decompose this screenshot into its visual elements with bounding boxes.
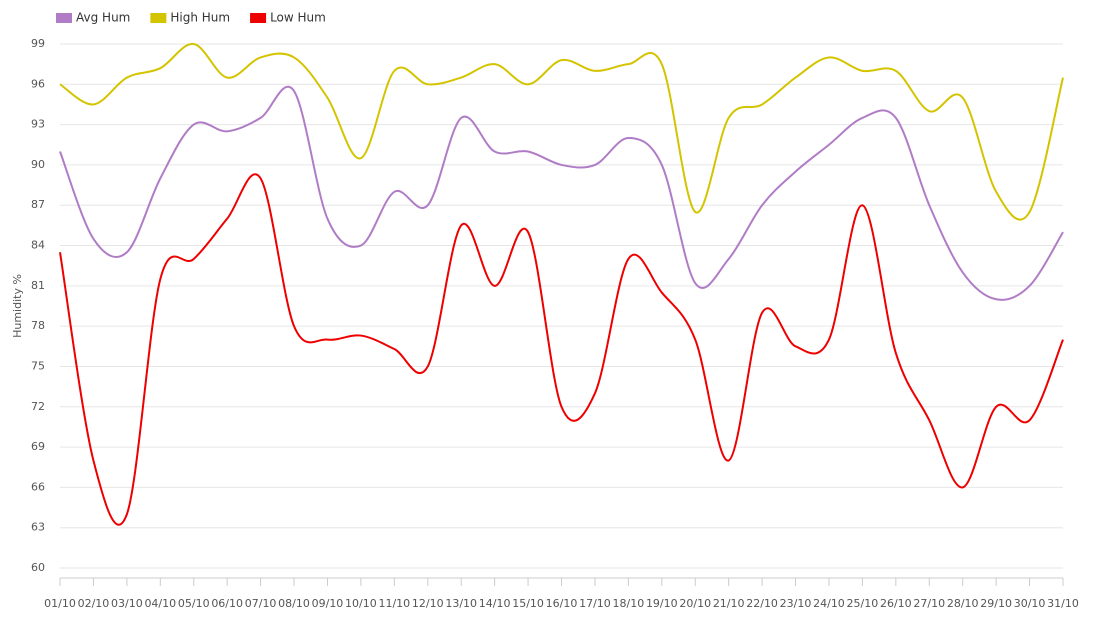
x-tick-label: 20/10: [679, 597, 711, 610]
x-tick-label: 10/10: [345, 597, 377, 610]
y-tick-label: 90: [31, 158, 45, 171]
x-tick-label: 11/10: [378, 597, 410, 610]
line-series: [59, 85, 1064, 301]
y-tick-label: 60: [31, 561, 45, 574]
x-tick-label: 30/10: [1014, 597, 1046, 610]
y-tick-label: 93: [31, 118, 45, 131]
x-tick-label: 31/10: [1047, 597, 1079, 610]
y-tick-label: 81: [31, 279, 45, 292]
y-tick-label: 96: [31, 77, 45, 90]
x-tick-label: 23/10: [780, 597, 812, 610]
x-tick-label: 07/10: [245, 597, 277, 610]
y-tick-label: 99: [31, 37, 45, 50]
x-tick-label: 28/10: [947, 597, 979, 610]
x-tick-label: 24/10: [813, 597, 845, 610]
y-tick-label: 84: [31, 239, 45, 252]
line-series: [59, 173, 1064, 526]
x-tick-label: 04/10: [144, 597, 176, 610]
x-tick-label: 12/10: [412, 597, 444, 610]
legend-swatch: [56, 13, 72, 23]
x-tick-label: 19/10: [646, 597, 678, 610]
legend-label: Low Hum: [270, 11, 326, 25]
y-axis-label: Humidity %: [11, 274, 24, 338]
y-tick-label: 87: [31, 198, 45, 211]
y-tick-label: 63: [31, 521, 45, 534]
x-tick-label: 02/10: [78, 597, 110, 610]
y-tick-label: 78: [31, 319, 45, 332]
legend-label: High Hum: [170, 11, 230, 25]
x-tick-label: 01/10: [44, 597, 76, 610]
x-tick-label: 15/10: [512, 597, 544, 610]
x-tick-label: 08/10: [278, 597, 310, 610]
x-tick-label: 16/10: [546, 597, 578, 610]
legend-swatch: [250, 13, 267, 23]
y-tick-label: 75: [31, 359, 45, 372]
x-tick-label: 06/10: [211, 597, 243, 610]
x-tick-label: 17/10: [579, 597, 611, 610]
x-tick-label: 05/10: [178, 597, 210, 610]
x-tick-label: 18/10: [613, 597, 645, 610]
x-tick-label: 09/10: [312, 597, 344, 610]
line-series: [59, 42, 1064, 221]
y-tick-label: 66: [31, 480, 45, 493]
x-tick-label: 13/10: [445, 597, 477, 610]
x-tick-label: 25/10: [847, 597, 879, 610]
x-tick-label: 14/10: [479, 597, 511, 610]
legend-label: Avg Hum: [76, 11, 130, 25]
x-tick-label: 03/10: [111, 597, 143, 610]
y-tick-label: 72: [31, 400, 45, 413]
legend-swatch: [150, 13, 167, 23]
x-tick-label: 27/10: [913, 597, 945, 610]
x-tick-label: 22/10: [746, 597, 778, 610]
y-tick-label: 69: [31, 440, 45, 453]
x-tick-label: 26/10: [880, 597, 912, 610]
x-tick-label: 29/10: [980, 597, 1012, 610]
x-tick-label: 21/10: [713, 597, 745, 610]
